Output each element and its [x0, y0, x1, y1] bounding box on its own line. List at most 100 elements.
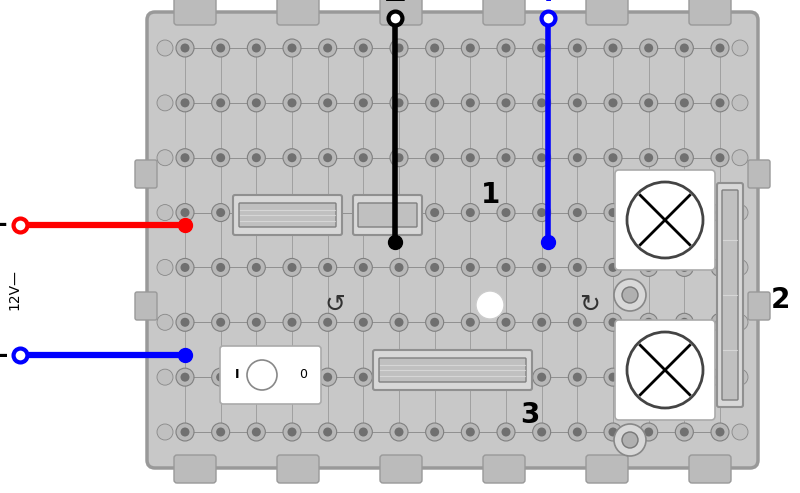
- Text: ↻: ↻: [579, 293, 601, 317]
- Circle shape: [675, 39, 694, 57]
- Circle shape: [390, 258, 408, 277]
- Circle shape: [394, 427, 403, 436]
- Circle shape: [176, 204, 194, 221]
- Circle shape: [212, 94, 230, 112]
- Circle shape: [604, 39, 622, 57]
- Circle shape: [568, 423, 586, 441]
- Circle shape: [568, 94, 586, 112]
- Circle shape: [318, 39, 337, 57]
- Text: -: -: [0, 343, 8, 367]
- FancyBboxPatch shape: [722, 190, 738, 400]
- FancyBboxPatch shape: [689, 0, 731, 25]
- Circle shape: [502, 427, 510, 436]
- Circle shape: [216, 153, 225, 162]
- Circle shape: [181, 153, 190, 162]
- Circle shape: [640, 423, 658, 441]
- Circle shape: [533, 39, 550, 57]
- Circle shape: [252, 427, 261, 436]
- Circle shape: [354, 313, 372, 331]
- Circle shape: [247, 360, 277, 390]
- Circle shape: [359, 43, 368, 52]
- Circle shape: [715, 208, 725, 217]
- Circle shape: [573, 427, 582, 436]
- Circle shape: [323, 153, 332, 162]
- Circle shape: [680, 43, 689, 52]
- Circle shape: [252, 43, 261, 52]
- Circle shape: [568, 39, 586, 57]
- Circle shape: [390, 94, 408, 112]
- Circle shape: [283, 149, 301, 167]
- Circle shape: [622, 432, 638, 448]
- Text: +: +: [0, 213, 8, 237]
- FancyBboxPatch shape: [135, 160, 157, 188]
- Circle shape: [394, 373, 403, 382]
- Circle shape: [732, 424, 748, 440]
- FancyBboxPatch shape: [483, 455, 525, 483]
- Circle shape: [157, 424, 173, 440]
- FancyBboxPatch shape: [135, 292, 157, 320]
- Circle shape: [715, 153, 725, 162]
- Circle shape: [212, 204, 230, 221]
- Circle shape: [216, 318, 225, 327]
- Circle shape: [732, 95, 748, 111]
- Circle shape: [644, 99, 653, 107]
- Circle shape: [394, 263, 403, 272]
- Circle shape: [644, 208, 653, 217]
- Circle shape: [711, 94, 729, 112]
- Circle shape: [533, 149, 550, 167]
- Circle shape: [614, 424, 646, 456]
- Circle shape: [502, 263, 510, 272]
- Circle shape: [497, 313, 515, 331]
- Circle shape: [640, 39, 658, 57]
- Circle shape: [390, 368, 408, 386]
- Circle shape: [732, 205, 748, 220]
- Circle shape: [462, 149, 479, 167]
- Circle shape: [176, 149, 194, 167]
- Circle shape: [157, 259, 173, 276]
- Circle shape: [430, 43, 439, 52]
- Circle shape: [497, 94, 515, 112]
- Circle shape: [640, 368, 658, 386]
- Circle shape: [430, 373, 439, 382]
- Circle shape: [390, 423, 408, 441]
- Circle shape: [252, 263, 261, 272]
- Circle shape: [680, 99, 689, 107]
- Circle shape: [287, 208, 297, 217]
- Circle shape: [247, 258, 266, 277]
- Circle shape: [323, 427, 332, 436]
- Text: ↺: ↺: [325, 293, 346, 317]
- Circle shape: [390, 39, 408, 57]
- Circle shape: [462, 258, 479, 277]
- Circle shape: [318, 258, 337, 277]
- Circle shape: [283, 313, 301, 331]
- Circle shape: [711, 313, 729, 331]
- Circle shape: [430, 263, 439, 272]
- Circle shape: [537, 208, 546, 217]
- Circle shape: [466, 208, 475, 217]
- Circle shape: [732, 40, 748, 56]
- Circle shape: [497, 204, 515, 221]
- Circle shape: [462, 313, 479, 331]
- Circle shape: [573, 208, 582, 217]
- Text: 1: 1: [480, 181, 500, 209]
- Text: 0: 0: [299, 368, 307, 382]
- Circle shape: [247, 39, 266, 57]
- Circle shape: [680, 208, 689, 217]
- Circle shape: [614, 279, 646, 311]
- Circle shape: [502, 208, 510, 217]
- Circle shape: [568, 149, 586, 167]
- FancyBboxPatch shape: [380, 455, 422, 483]
- Circle shape: [430, 99, 439, 107]
- Circle shape: [644, 427, 653, 436]
- Circle shape: [318, 423, 337, 441]
- Circle shape: [287, 318, 297, 327]
- Circle shape: [216, 427, 225, 436]
- FancyBboxPatch shape: [615, 170, 715, 270]
- Circle shape: [573, 263, 582, 272]
- Circle shape: [640, 313, 658, 331]
- Circle shape: [176, 94, 194, 112]
- FancyBboxPatch shape: [277, 0, 319, 25]
- Circle shape: [323, 263, 332, 272]
- Circle shape: [604, 204, 622, 221]
- Circle shape: [640, 258, 658, 277]
